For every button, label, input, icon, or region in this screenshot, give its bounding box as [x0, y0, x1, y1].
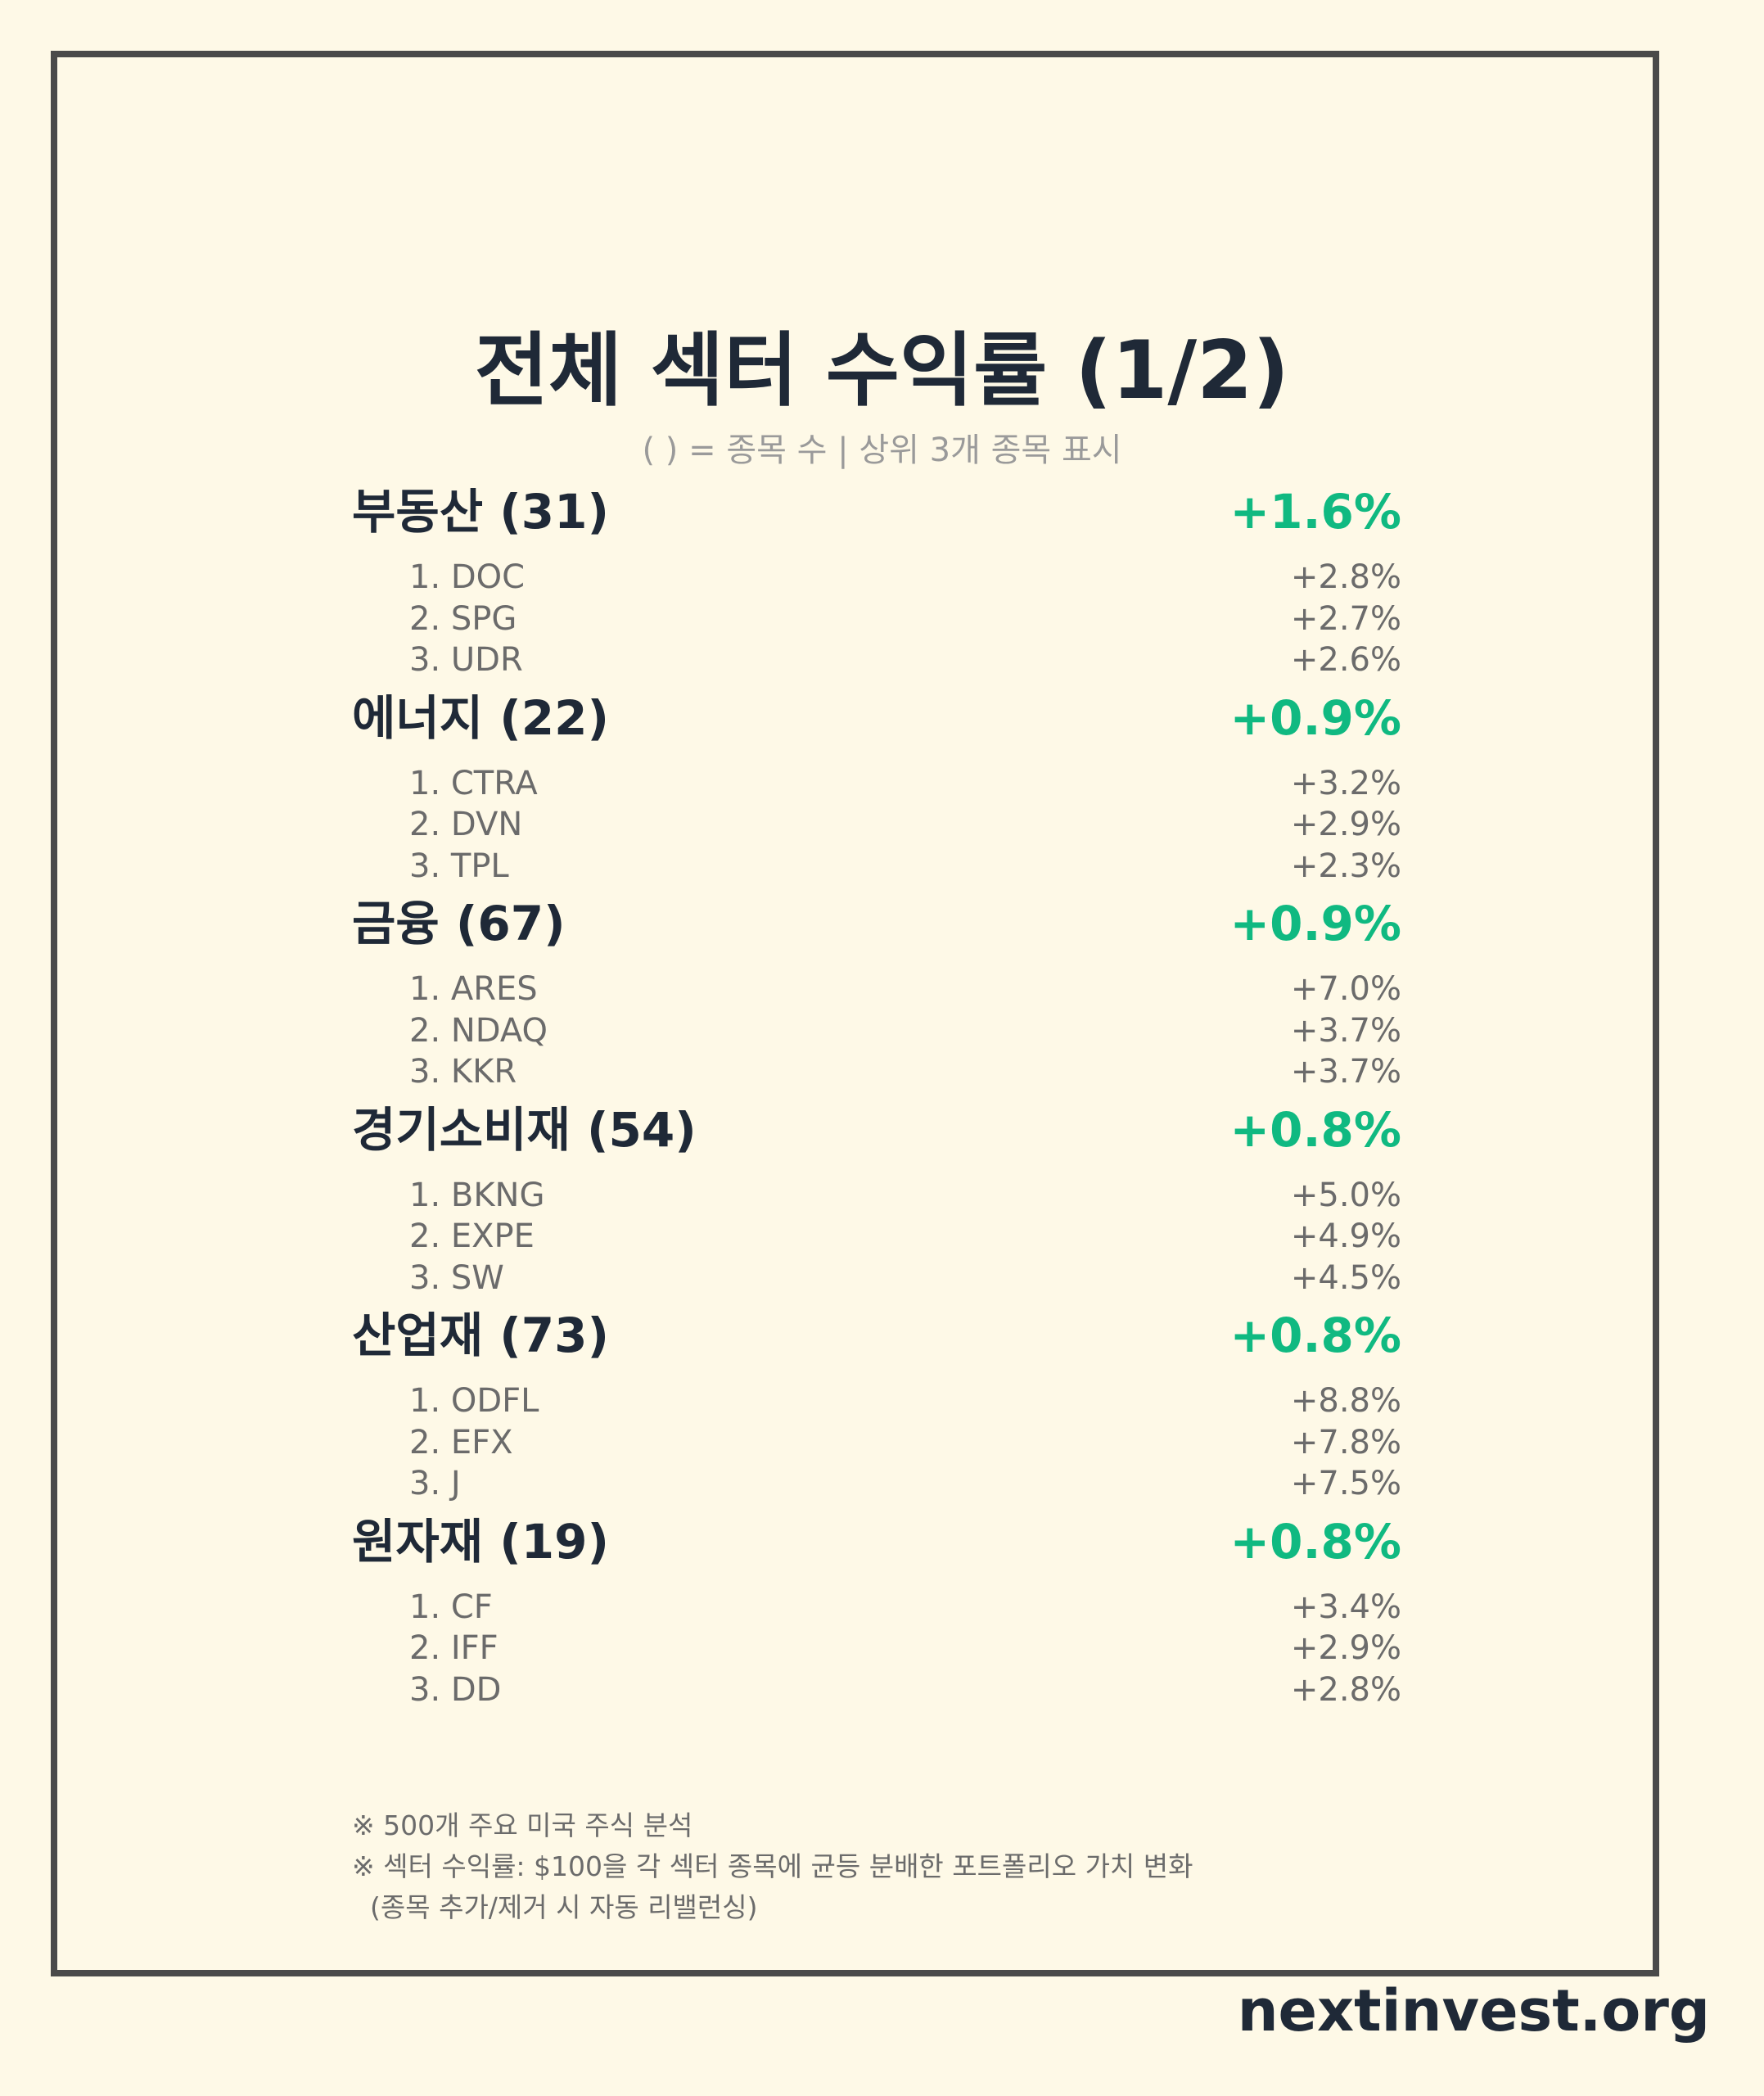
- sector-return: +0.9%: [1229, 896, 1401, 951]
- stock-return: +5.0%: [1290, 1176, 1401, 1214]
- sector-block: 원자재 (19) +0.8% 1. CF +3.4% 2. IFF +2.9% …: [352, 1509, 1401, 1715]
- sector-return: +0.8%: [1229, 1308, 1401, 1363]
- sector-list: 부동산 (31) +1.6% 1. DOC +2.8% 2. SPG +2.7%…: [352, 479, 1401, 1714]
- stock-name: 1. ARES: [409, 970, 538, 1008]
- stock-return: +2.7%: [1290, 599, 1401, 638]
- stock-row: 3. TPL +2.3%: [409, 846, 1401, 888]
- stock-name: 1. DOC: [409, 558, 526, 596]
- stock-name: 2. EXPE: [409, 1217, 535, 1255]
- stock-return: +3.7%: [1290, 1011, 1401, 1050]
- sector-name: 경기소비재 (54): [352, 1101, 697, 1158]
- stock-row: 3. J +7.5%: [409, 1463, 1401, 1505]
- stock-return: +4.9%: [1290, 1217, 1401, 1255]
- stock-return: +2.8%: [1290, 558, 1401, 596]
- stock-row: 1. ARES +7.0%: [409, 969, 1401, 1010]
- footnote: ※ 섹터 수익률: $100을 각 섹터 종목에 균등 분배한 포트폴리오 가치…: [352, 1850, 1193, 1882]
- sector-name: 에너지 (22): [352, 689, 610, 746]
- stock-name: 3. SW: [409, 1258, 504, 1297]
- page-title: 전체 섹터 수익률 (1/2): [474, 324, 1290, 418]
- stock-name: 2. IFF: [409, 1629, 499, 1667]
- stock-return: +8.8%: [1290, 1382, 1401, 1420]
- stock-name: 1. BKNG: [409, 1176, 545, 1214]
- sector-block: 경기소비재 (54) +0.8% 1. BKNG +5.0% 2. EXPE +…: [352, 1097, 1401, 1303]
- stock-name: 1. CTRA: [409, 764, 538, 802]
- footnote: ※ 500개 주요 미국 주식 분석: [352, 1809, 693, 1841]
- sector-header: 산업재 (73) +0.8%: [352, 1303, 1401, 1376]
- stock-row: 3. UDR +2.6%: [409, 639, 1401, 681]
- sector-name: 산업재 (73): [352, 1308, 610, 1363]
- stock-row: 2. IFF +2.9%: [409, 1628, 1401, 1669]
- brand-url: nextinvest.org: [1237, 1977, 1710, 2044]
- stock-return: +7.0%: [1290, 970, 1401, 1008]
- stock-return: +4.5%: [1290, 1258, 1401, 1297]
- sector-name: 원자재 (19): [352, 1513, 610, 1570]
- sector-header: 부동산 (31) +1.6%: [352, 479, 1401, 553]
- sector-block: 부동산 (31) +1.6% 1. DOC +2.8% 2. SPG +2.7%…: [352, 479, 1401, 685]
- stock-return: +2.9%: [1290, 1629, 1401, 1667]
- stock-return: +7.5%: [1290, 1465, 1401, 1502]
- stock-return: +3.7%: [1290, 1053, 1401, 1091]
- top-stock-list: 1. CTRA +3.2% 2. DVN +2.9% 3. TPL +2.3%: [409, 763, 1401, 888]
- stock-name: 3. J: [409, 1465, 461, 1502]
- stock-name: 3. DD: [409, 1670, 502, 1709]
- top-stock-list: 1. ARES +7.0% 2. NDAQ +3.7% 3. KKR +3.7%: [409, 969, 1401, 1093]
- stock-row: 2. EXPE +4.9%: [409, 1216, 1401, 1258]
- stock-row: 3. SW +4.5%: [409, 1258, 1401, 1299]
- stock-name: 1. ODFL: [409, 1382, 539, 1420]
- sector-header: 경기소비재 (54) +0.8%: [352, 1097, 1401, 1171]
- top-stock-list: 1. DOC +2.8% 2. SPG +2.7% 3. UDR +2.6%: [409, 557, 1401, 681]
- stock-row: 2. NDAQ +3.7%: [409, 1010, 1401, 1052]
- stock-name: 2. DVN: [409, 806, 523, 843]
- top-stock-list: 1. ODFL +8.8% 2. EFX +7.8% 3. J +7.5%: [409, 1380, 1401, 1505]
- stock-name: 3. KKR: [409, 1053, 517, 1091]
- stock-row: 1. BKNG +5.0%: [409, 1175, 1401, 1217]
- stock-row: 2. EFX +7.8%: [409, 1422, 1401, 1464]
- top-stock-list: 1. BKNG +5.0% 2. EXPE +4.9% 3. SW +4.5%: [409, 1175, 1401, 1299]
- sector-return: +0.8%: [1229, 1101, 1401, 1158]
- page-subtitle: ( ) = 종목 수 | 상위 3개 종목 표시: [642, 431, 1122, 469]
- stock-name: 1. CF: [409, 1588, 493, 1626]
- sector-name: 부동산 (31): [352, 484, 610, 540]
- sector-block: 산업재 (73) +0.8% 1. ODFL +8.8% 2. EFX +7.8…: [352, 1303, 1401, 1509]
- stock-name: 2. SPG: [409, 599, 517, 638]
- stock-row: 3. DD +2.8%: [409, 1669, 1401, 1711]
- stock-return: +2.3%: [1290, 847, 1401, 885]
- stock-row: 1. DOC +2.8%: [409, 557, 1401, 599]
- sector-block: 금융 (67) +0.9% 1. ARES +7.0% 2. NDAQ +3.7…: [352, 891, 1401, 1097]
- stock-name: 2. NDAQ: [409, 1011, 548, 1050]
- stock-row: 2. DVN +2.9%: [409, 804, 1401, 846]
- sector-block: 에너지 (22) +0.9% 1. CTRA +3.2% 2. DVN +2.9…: [352, 685, 1401, 892]
- stock-row: 1. CTRA +3.2%: [409, 763, 1401, 805]
- content-frame: [51, 51, 1659, 1976]
- footnotes: ※ 500개 주요 미국 주식 분석 ※ 섹터 수익률: $100을 각 섹터 …: [352, 1805, 1539, 1928]
- stock-return: +2.6%: [1290, 641, 1401, 679]
- sector-name: 금융 (67): [352, 896, 566, 951]
- footnote: (종목 추가/제거 시 자동 리밸런싱): [370, 1891, 758, 1923]
- stock-return: +2.9%: [1290, 806, 1401, 843]
- stock-row: 3. KKR +3.7%: [409, 1051, 1401, 1093]
- stock-name: 3. TPL: [409, 847, 509, 885]
- stock-return: +2.8%: [1290, 1670, 1401, 1709]
- stock-row: 1. CF +3.4%: [409, 1587, 1401, 1628]
- stock-return: +7.8%: [1290, 1423, 1401, 1461]
- sector-return: +1.6%: [1229, 484, 1401, 540]
- sector-header: 에너지 (22) +0.9%: [352, 685, 1401, 759]
- sector-return: +0.9%: [1229, 689, 1401, 746]
- sector-return: +0.8%: [1229, 1513, 1401, 1570]
- stock-name: 3. UDR: [409, 641, 523, 679]
- stock-return: +3.2%: [1290, 764, 1401, 802]
- top-stock-list: 1. CF +3.4% 2. IFF +2.9% 3. DD +2.8%: [409, 1587, 1401, 1711]
- stock-row: 1. ODFL +8.8%: [409, 1380, 1401, 1422]
- sector-header: 원자재 (19) +0.8%: [352, 1509, 1401, 1583]
- stock-name: 2. EFX: [409, 1423, 513, 1461]
- sector-header: 금융 (67) +0.9%: [352, 891, 1401, 964]
- stock-return: +3.4%: [1290, 1588, 1401, 1626]
- stock-row: 2. SPG +2.7%: [409, 599, 1401, 640]
